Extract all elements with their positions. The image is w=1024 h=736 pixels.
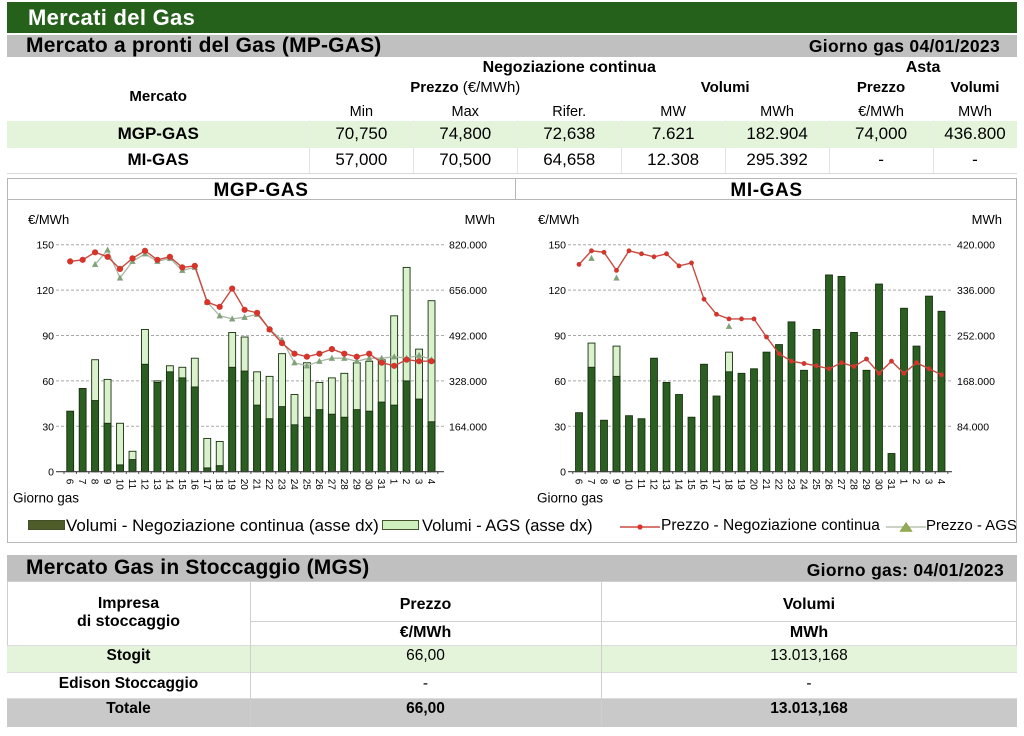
svg-text:12: 12 — [648, 479, 659, 491]
svg-text:€/MWh: €/MWh — [28, 212, 69, 227]
svg-text:11: 11 — [635, 479, 646, 490]
svg-text:3: 3 — [923, 479, 934, 485]
svg-text:27: 27 — [325, 479, 336, 491]
svg-text:820.000: 820.000 — [449, 240, 487, 252]
svg-text:15: 15 — [685, 479, 696, 491]
svg-text:8: 8 — [89, 479, 100, 485]
svg-text:21: 21 — [760, 479, 771, 491]
svg-text:6: 6 — [64, 479, 75, 485]
svg-text:22: 22 — [773, 479, 784, 491]
svg-text:19: 19 — [226, 479, 237, 491]
svg-text:Giorno gas: Giorno gas — [13, 491, 79, 506]
svg-text:328.000: 328.000 — [449, 376, 487, 388]
svg-text:Giorno gas: Giorno gas — [537, 491, 603, 506]
svg-text:9: 9 — [610, 479, 621, 485]
svg-text:25: 25 — [810, 479, 821, 491]
svg-text:29: 29 — [350, 479, 361, 491]
svg-text:23: 23 — [276, 479, 287, 491]
svg-text:€/MWh: €/MWh — [538, 212, 579, 227]
svg-text:14: 14 — [163, 479, 174, 491]
svg-text:60: 60 — [554, 376, 566, 388]
svg-text:164.000: 164.000 — [449, 421, 487, 433]
svg-text:4: 4 — [425, 479, 436, 485]
svg-text:19: 19 — [735, 479, 746, 491]
svg-text:12: 12 — [139, 479, 150, 491]
svg-text:14: 14 — [673, 479, 684, 491]
svg-text:120: 120 — [36, 285, 54, 297]
svg-text:11: 11 — [126, 479, 137, 490]
svg-text:17: 17 — [201, 479, 212, 491]
svg-text:120: 120 — [548, 285, 566, 297]
svg-text:84.000: 84.000 — [957, 421, 989, 433]
svg-text:21: 21 — [251, 479, 262, 491]
svg-text:10: 10 — [623, 479, 634, 491]
svg-text:16: 16 — [698, 479, 709, 491]
svg-text:3: 3 — [413, 479, 424, 485]
svg-text:25: 25 — [300, 479, 311, 491]
svg-text:6: 6 — [573, 479, 584, 485]
svg-text:MWh: MWh — [972, 212, 1002, 227]
svg-text:20: 20 — [748, 479, 759, 491]
svg-text:31: 31 — [375, 479, 386, 491]
svg-text:30: 30 — [873, 479, 884, 491]
svg-text:13: 13 — [151, 479, 162, 491]
svg-text:28: 28 — [848, 479, 859, 491]
svg-text:13: 13 — [660, 479, 671, 491]
svg-text:16: 16 — [188, 479, 199, 491]
svg-text:0: 0 — [560, 467, 566, 479]
svg-text:23: 23 — [785, 479, 796, 491]
svg-text:150: 150 — [548, 240, 566, 252]
svg-text:26: 26 — [313, 479, 324, 491]
svg-text:9: 9 — [101, 479, 112, 485]
svg-text:420.000: 420.000 — [957, 240, 995, 252]
svg-text:22: 22 — [263, 479, 274, 491]
svg-text:18: 18 — [723, 479, 734, 491]
svg-text:7: 7 — [585, 479, 596, 485]
svg-text:90: 90 — [554, 331, 566, 343]
svg-text:30: 30 — [42, 421, 54, 433]
svg-text:10: 10 — [114, 479, 125, 491]
svg-text:28: 28 — [338, 479, 349, 491]
svg-text:24: 24 — [288, 479, 299, 491]
svg-text:4: 4 — [935, 479, 946, 485]
svg-text:8: 8 — [598, 479, 609, 485]
svg-text:26: 26 — [823, 479, 834, 491]
svg-text:0: 0 — [48, 467, 54, 479]
svg-text:18: 18 — [213, 479, 224, 491]
svg-text:MWh: MWh — [465, 212, 495, 227]
svg-text:30: 30 — [363, 479, 374, 491]
svg-text:20: 20 — [238, 479, 249, 491]
svg-text:31: 31 — [885, 479, 896, 491]
svg-text:27: 27 — [835, 479, 846, 491]
svg-text:60: 60 — [42, 376, 54, 388]
svg-text:1: 1 — [898, 479, 909, 485]
svg-text:2: 2 — [400, 479, 411, 485]
svg-text:492.000: 492.000 — [449, 331, 487, 343]
svg-text:17: 17 — [710, 479, 721, 491]
svg-text:15: 15 — [176, 479, 187, 491]
svg-text:7: 7 — [76, 479, 87, 485]
svg-text:90: 90 — [42, 331, 54, 343]
svg-text:30: 30 — [554, 421, 566, 433]
svg-text:29: 29 — [860, 479, 871, 491]
svg-text:24: 24 — [798, 479, 809, 491]
svg-text:252.000: 252.000 — [957, 331, 995, 343]
svg-text:336.000: 336.000 — [957, 285, 995, 297]
svg-text:2: 2 — [910, 479, 921, 485]
svg-text:656.000: 656.000 — [449, 285, 487, 297]
svg-text:1: 1 — [388, 479, 399, 485]
svg-text:150: 150 — [36, 240, 54, 252]
svg-text:168.000: 168.000 — [957, 376, 995, 388]
